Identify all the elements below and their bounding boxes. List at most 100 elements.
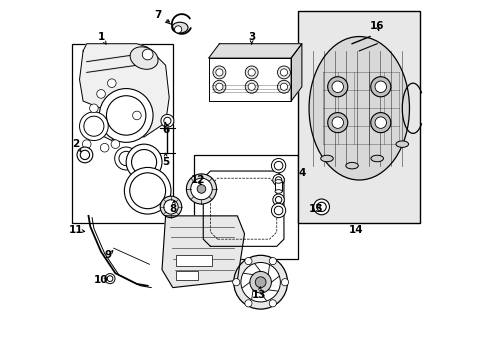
Circle shape [327,77,347,97]
Text: 2: 2 [72,139,80,149]
Text: 1: 1 [97,32,104,41]
Polygon shape [208,44,301,58]
Circle shape [244,300,251,307]
Ellipse shape [130,47,158,69]
Ellipse shape [370,155,383,162]
Circle shape [99,89,153,142]
Circle shape [247,83,255,90]
Text: 3: 3 [247,32,255,41]
Circle shape [215,69,223,76]
Text: 7: 7 [154,10,162,20]
Polygon shape [290,44,301,101]
Ellipse shape [308,37,408,180]
Circle shape [163,117,171,125]
Bar [194,155,298,259]
Circle shape [197,185,205,193]
Text: 13: 13 [251,290,265,300]
Circle shape [272,194,284,206]
Circle shape [124,167,171,214]
Polygon shape [80,44,169,140]
Ellipse shape [345,162,358,169]
Bar [176,271,198,280]
Text: 6: 6 [162,125,169,135]
Text: 10: 10 [94,275,108,285]
Circle shape [212,80,225,93]
Circle shape [80,150,89,159]
Text: 11: 11 [68,225,83,235]
Polygon shape [208,58,290,101]
Circle shape [247,69,255,76]
Bar [176,255,212,266]
Circle shape [163,200,178,214]
Circle shape [142,49,153,60]
Text: 16: 16 [369,21,384,31]
Circle shape [83,116,104,136]
Bar [72,44,172,223]
Circle shape [160,196,182,218]
Circle shape [374,81,386,93]
Circle shape [215,83,223,90]
Polygon shape [203,171,284,246]
Circle shape [313,199,329,215]
Circle shape [132,111,141,120]
Circle shape [100,143,109,152]
Circle shape [107,79,116,87]
Text: 12: 12 [190,175,204,185]
Circle shape [161,114,174,127]
Circle shape [281,279,288,286]
Circle shape [106,96,145,135]
Ellipse shape [395,141,408,147]
Circle shape [97,90,105,98]
Bar [298,12,419,223]
Circle shape [272,174,284,186]
Circle shape [131,149,156,175]
Circle shape [241,262,280,302]
Circle shape [271,203,285,218]
Circle shape [244,257,251,265]
Circle shape [111,140,120,148]
Circle shape [274,161,282,170]
Text: 9: 9 [104,250,112,260]
Circle shape [80,112,108,140]
Circle shape [174,26,182,33]
Ellipse shape [171,22,187,33]
Circle shape [331,117,343,129]
Circle shape [233,255,287,309]
Circle shape [186,174,216,204]
Circle shape [107,276,113,282]
Circle shape [277,66,290,79]
Text: 8: 8 [169,204,176,214]
Circle shape [370,77,390,97]
Circle shape [129,173,165,209]
Ellipse shape [320,155,333,162]
Polygon shape [162,216,244,288]
Circle shape [275,177,281,183]
Circle shape [269,300,276,307]
Circle shape [271,158,285,173]
Circle shape [331,81,343,93]
Circle shape [232,279,239,286]
Circle shape [126,144,162,180]
Circle shape [327,113,347,133]
Circle shape [275,197,281,203]
Circle shape [249,271,271,293]
Circle shape [280,83,287,90]
Circle shape [370,113,390,133]
Text: 14: 14 [347,225,362,235]
Ellipse shape [274,190,282,193]
Text: 5: 5 [162,157,169,167]
Circle shape [244,80,258,93]
Circle shape [269,257,276,265]
Circle shape [119,151,133,166]
Circle shape [316,202,325,212]
Circle shape [77,147,93,163]
Circle shape [255,277,265,288]
Circle shape [277,80,290,93]
Circle shape [115,147,137,170]
Circle shape [244,66,258,79]
Circle shape [212,66,225,79]
Ellipse shape [274,180,282,183]
Bar [274,181,282,192]
Circle shape [89,104,98,113]
Circle shape [274,206,282,215]
